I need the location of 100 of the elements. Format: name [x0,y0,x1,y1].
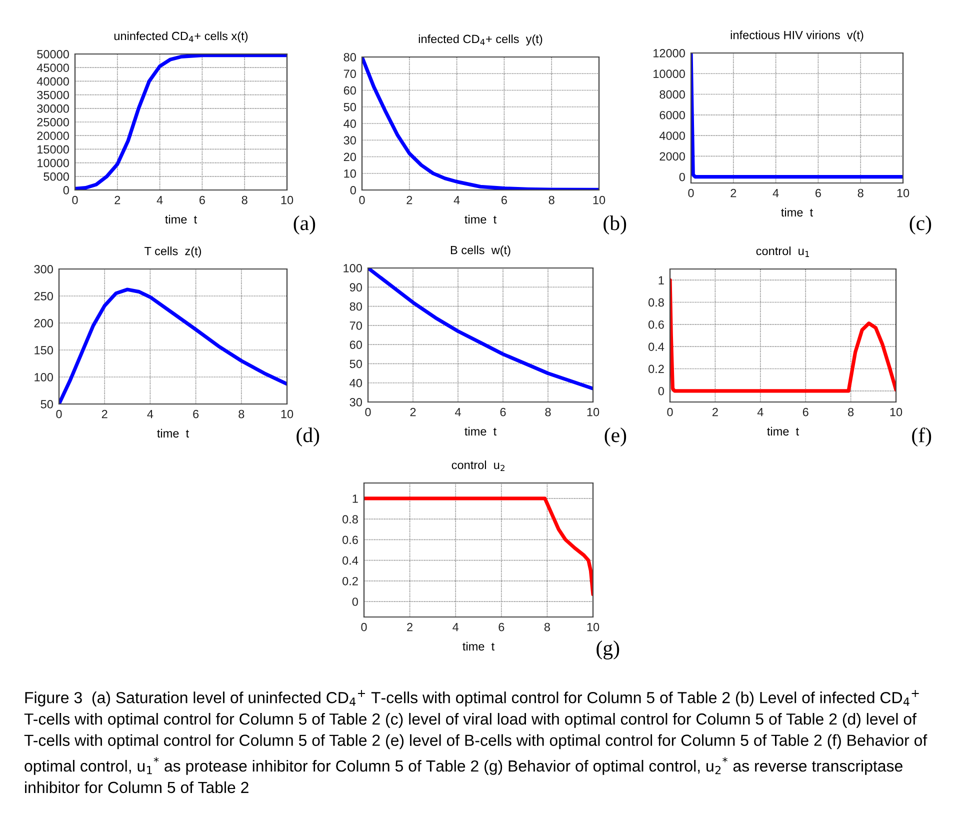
y-tick-label: 200 [34,319,53,328]
x-tick-label: 10 [281,410,294,418]
text: (c) [910,216,932,234]
y-tick-label: 5000 [44,172,69,181]
x-tick-label: 4 [757,408,764,416]
y-tick-label: 45000 [36,64,69,72]
x-axis-title: time t [157,428,189,438]
x-axis-title: time t [165,214,197,224]
y-tick-label: 4000 [659,132,685,140]
x-axis-title: time t [462,642,494,651]
text: (d) [296,428,320,446]
line-series [364,496,593,596]
x-axis-title: time t [781,208,813,217]
x-tick-label: 8 [545,408,551,416]
x-tick-label: 2 [407,622,412,632]
x-tick-label: 2 [730,188,736,198]
y-tick-label: 25000 [37,118,69,126]
line-series [75,54,287,190]
y-tick-label: 20 [344,152,356,162]
x-tick-label: 8 [238,410,244,418]
x-tick-label: 10 [897,188,910,198]
x-tick-label: 6 [802,408,808,416]
x-tick-label: 10 [593,196,606,204]
chart-title: B cells w(t) [450,246,510,257]
y-tick-label: 60 [344,86,356,95]
y-tick-label: 300 [34,265,53,274]
x-tick-label: 8 [858,188,864,198]
x-tick-label: 0 [365,408,371,416]
y-tick-label: 50 [344,102,356,112]
y-tick-label: 40 [344,120,356,128]
chart-title: infected CD$_{4}$+ cells y(t) [418,34,542,46]
y-tick-label: 30000 [37,104,69,113]
y-tick-label: 40000 [36,77,69,86]
y-tick-label: 10000 [38,158,69,168]
chart-title: control u$_{2}$ [452,460,504,471]
y-tick-label: 50 [350,360,362,368]
x-tick-label: 0 [72,196,78,204]
x-tick-label: 6 [500,408,506,416]
y-tick-label: 70 [350,321,362,330]
x-tick-label: 10 [890,408,902,416]
text: Figure 3 (a) Saturation level of uninfected CD$_{4}$$^{+}$ T-cells with optimal control for Column 5 of Table 2 (b) Level of infected CD$_{4}$$^{+}$ T-cells with optimal control for Column 5 of Table 2 (c) level of viral load with optimal control for Column 5 of Table 2 (d) level of T-cells with optimal control for Column 5 of Table 2 (e) level of B-cells with optimal control for Column 5 of Table 2 (f) Behavior of optimal control, u$_{1}$$^{*}$ as protease inhibitor for Column 5 of Table 2 (g) Behavior of optimal control, u$_{2}$$^{*}$ as reverse transcriptase inhibitor for Column 5 of Table 2 [24,690,928,794]
x-tick-label: 6 [200,196,205,204]
y-tick-label: 0 [658,386,664,396]
x-tick-label: 2 [406,196,412,204]
x-axis-title: time t [767,426,799,436]
y-tick-label: 0.8 [648,298,664,307]
y-tick-label: 0.2 [648,364,664,374]
x-tick-label: 6 [502,196,507,204]
y-tick-label: 150 [34,346,53,354]
x-tick-label: 2 [102,410,108,418]
x-tick-label: 2 [712,408,718,416]
x-tick-label: 10 [587,622,600,632]
y-tick-label: 0.8 [342,515,358,524]
y-tick-label: 6000 [660,110,685,120]
x-tick-label: 2 [410,408,416,416]
line-series [362,57,599,190]
y-tick-label: 0.4 [342,556,358,565]
y-tick-label: 70 [344,70,356,78]
x-tick-label: 8 [242,196,248,204]
y-tick-label: 60 [350,340,362,349]
x-tick-label: 0 [688,188,694,198]
y-tick-label: 80 [350,302,362,311]
x-tick-label: 6 [193,410,199,418]
y-tick-label: 0.2 [342,576,358,586]
y-tick-label: 40 [350,378,362,388]
y-tick-label: 10000 [654,70,685,78]
x-tick-label: 0 [56,410,62,418]
chart-title: uninfected CD$_{4}$+ cells x(t) [114,31,248,42]
text: (e) [604,428,626,446]
y-tick-label: 15000 [38,145,69,154]
x-tick-label: 8 [848,408,854,416]
y-tick-label: 50000 [37,50,69,58]
x-axis-title: time t [464,214,496,224]
y-tick-label: 12000 [654,49,685,58]
y-tick-label: 100 [34,373,53,382]
y-tick-label: 30 [344,136,356,145]
chart-title: T cells z(t) [144,246,202,258]
y-tick-label: 50 [40,400,53,408]
y-tick-label: 90 [350,283,362,292]
x-tick-label: 8 [548,196,554,204]
x-axis-title: time t [464,426,496,436]
x-tick-label: 4 [452,622,459,632]
x-tick-label: 8 [544,622,550,632]
x-tick-label: 6 [816,188,821,198]
text: (b) [604,216,626,234]
y-tick-label: 0 [352,598,358,606]
y-tick-label: 80 [344,53,356,62]
y-tick-label: 0 [679,172,685,182]
y-tick-label: 10 [344,169,356,178]
line-series [670,278,896,393]
chart-title: infectious HIV virions v(t) [730,30,864,42]
y-tick-label: 1 [658,276,664,284]
y-tick-label: 30 [350,398,362,406]
chart-title: control u$_{1}$ [756,246,810,257]
y-tick-label: 8000 [660,90,685,99]
text: (a) [294,216,316,234]
text: (f) [912,427,932,447]
x-tick-label: 4 [772,188,779,198]
x-tick-label: 4 [156,196,163,204]
x-tick-label: 4 [454,196,460,204]
